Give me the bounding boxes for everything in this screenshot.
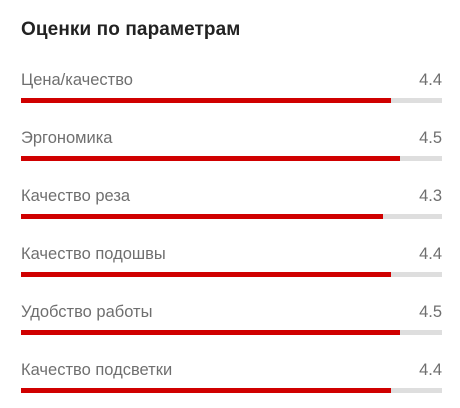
rating-bar-fill [21, 214, 384, 219]
rating-label: Удобство работы [21, 303, 153, 321]
rating-bar-fill [21, 272, 392, 277]
ratings-list: Цена/качество 4.4 Эргономика 4.5 Качеств… [21, 58, 442, 406]
rating-bar-track [21, 98, 442, 103]
rating-bar-track [21, 330, 442, 335]
rating-bar-fill [21, 98, 392, 103]
rating-row-light-quality: Качество подсветки 4.4 [21, 348, 442, 406]
rating-label: Качество реза [21, 187, 131, 205]
rating-bar-track [21, 272, 442, 277]
rating-row-ergonomics: Эргономика 4.5 [21, 116, 442, 174]
rating-bar-fill [21, 156, 400, 161]
rating-row-sole-quality: Качество подошвы 4.4 [21, 232, 442, 290]
rating-bar-fill [21, 388, 392, 393]
rating-row-price-quality: Цена/качество 4.4 [21, 58, 442, 116]
rating-label: Качество подошвы [21, 245, 166, 263]
rating-label: Эргономика [21, 129, 113, 147]
rating-bar-track [21, 388, 442, 393]
rating-row-ease-of-use: Удобство работы 4.5 [21, 290, 442, 348]
rating-value: 4.4 [419, 361, 442, 379]
rating-bar-track [21, 156, 442, 161]
rating-label: Качество подсветки [21, 361, 173, 379]
rating-bar-track [21, 214, 442, 219]
rating-label: Цена/качество [21, 71, 133, 89]
rating-value: 4.5 [419, 303, 442, 321]
rating-value: 4.5 [419, 129, 442, 147]
rating-bar-fill [21, 330, 400, 335]
rating-value: 4.4 [419, 245, 442, 263]
rating-value: 4.4 [419, 71, 442, 89]
rating-row-cut-quality: Качество реза 4.3 [21, 174, 442, 232]
rating-value: 4.3 [419, 187, 442, 205]
section-title: Оценки по параметрам [21, 19, 241, 40]
